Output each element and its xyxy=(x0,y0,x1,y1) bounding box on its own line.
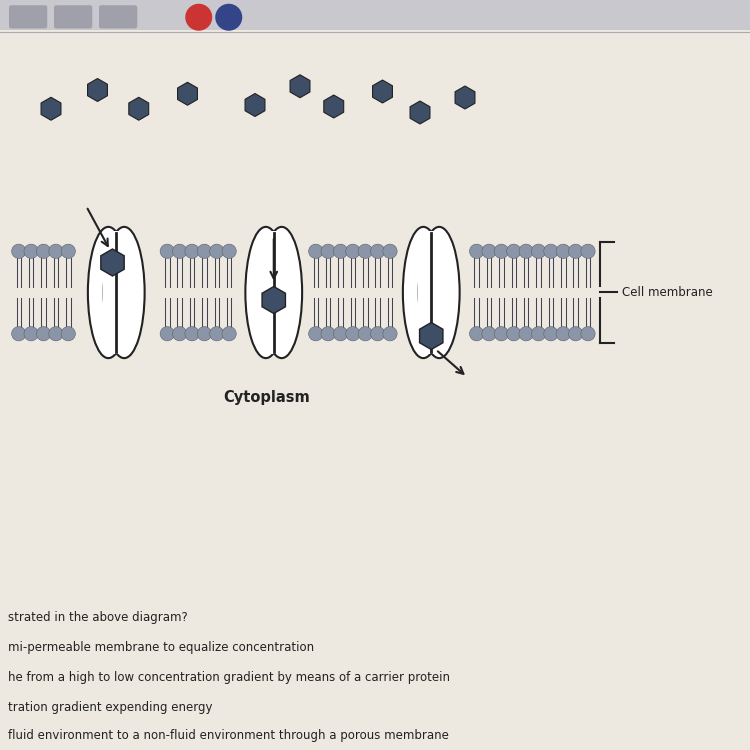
Ellipse shape xyxy=(419,226,460,358)
Circle shape xyxy=(36,327,51,340)
Circle shape xyxy=(184,244,200,258)
Text: Cell membrane: Cell membrane xyxy=(622,286,713,299)
Circle shape xyxy=(532,327,546,340)
Ellipse shape xyxy=(245,226,286,358)
Ellipse shape xyxy=(261,226,302,358)
Circle shape xyxy=(346,244,360,258)
Polygon shape xyxy=(178,82,197,105)
Circle shape xyxy=(544,244,558,258)
Circle shape xyxy=(507,327,520,340)
Circle shape xyxy=(309,244,323,258)
Circle shape xyxy=(333,244,348,258)
Circle shape xyxy=(358,244,373,258)
Circle shape xyxy=(494,327,508,340)
Circle shape xyxy=(24,244,38,258)
Circle shape xyxy=(222,327,236,340)
Text: mi-permeable membrane to equalize concentration: mi-permeable membrane to equalize concen… xyxy=(8,641,314,654)
Circle shape xyxy=(172,327,187,340)
Circle shape xyxy=(12,244,26,258)
Circle shape xyxy=(580,244,596,258)
Circle shape xyxy=(346,327,360,340)
Circle shape xyxy=(197,327,211,340)
Circle shape xyxy=(568,244,583,258)
Polygon shape xyxy=(100,249,124,276)
Circle shape xyxy=(358,327,373,340)
Circle shape xyxy=(519,244,533,258)
Circle shape xyxy=(556,244,570,258)
Polygon shape xyxy=(245,94,265,116)
Polygon shape xyxy=(41,98,61,120)
Bar xyxy=(103,230,130,354)
Polygon shape xyxy=(410,101,430,124)
Circle shape xyxy=(482,244,496,258)
Circle shape xyxy=(580,327,596,340)
FancyBboxPatch shape xyxy=(99,5,137,28)
Polygon shape xyxy=(419,322,443,350)
Circle shape xyxy=(210,244,224,258)
Circle shape xyxy=(544,327,558,340)
Circle shape xyxy=(49,244,63,258)
Circle shape xyxy=(197,244,211,258)
Bar xyxy=(0,0,750,30)
Circle shape xyxy=(370,327,385,340)
Polygon shape xyxy=(129,98,149,120)
Circle shape xyxy=(62,244,75,258)
Circle shape xyxy=(382,327,398,340)
Circle shape xyxy=(470,327,484,340)
Circle shape xyxy=(507,244,520,258)
Circle shape xyxy=(494,244,508,258)
Circle shape xyxy=(172,244,187,258)
Circle shape xyxy=(210,327,224,340)
Circle shape xyxy=(532,244,546,258)
Ellipse shape xyxy=(104,226,145,358)
Circle shape xyxy=(62,327,75,340)
Polygon shape xyxy=(455,86,475,109)
Circle shape xyxy=(470,244,484,258)
Polygon shape xyxy=(262,286,286,314)
Polygon shape xyxy=(373,80,392,103)
Circle shape xyxy=(321,244,335,258)
Circle shape xyxy=(36,244,51,258)
Circle shape xyxy=(222,244,236,258)
Circle shape xyxy=(382,244,398,258)
Bar xyxy=(260,230,287,354)
Circle shape xyxy=(215,4,242,31)
FancyBboxPatch shape xyxy=(9,5,47,28)
Circle shape xyxy=(12,327,26,340)
Circle shape xyxy=(185,4,212,31)
Circle shape xyxy=(519,327,533,340)
Circle shape xyxy=(556,327,570,340)
Ellipse shape xyxy=(403,226,444,358)
Circle shape xyxy=(184,327,200,340)
Circle shape xyxy=(160,244,174,258)
Polygon shape xyxy=(290,75,310,98)
Circle shape xyxy=(333,327,348,340)
Circle shape xyxy=(370,244,385,258)
Text: tration gradient expending energy: tration gradient expending energy xyxy=(8,701,212,714)
Text: he from a high to low concentration gradient by means of a carrier protein: he from a high to low concentration grad… xyxy=(8,671,449,684)
Polygon shape xyxy=(324,95,344,118)
Circle shape xyxy=(49,327,63,340)
Circle shape xyxy=(568,327,583,340)
Bar xyxy=(418,230,445,354)
Text: fluid environment to a non-fluid environment through a porous membrane: fluid environment to a non-fluid environ… xyxy=(8,730,448,742)
Polygon shape xyxy=(88,79,107,101)
Circle shape xyxy=(160,327,174,340)
Text: strated in the above diagram?: strated in the above diagram? xyxy=(8,611,188,624)
Circle shape xyxy=(309,327,323,340)
Circle shape xyxy=(24,327,38,340)
Ellipse shape xyxy=(88,226,129,358)
Circle shape xyxy=(482,327,496,340)
FancyBboxPatch shape xyxy=(54,5,92,28)
Circle shape xyxy=(321,327,335,340)
Text: Cytoplasm: Cytoplasm xyxy=(223,390,310,405)
